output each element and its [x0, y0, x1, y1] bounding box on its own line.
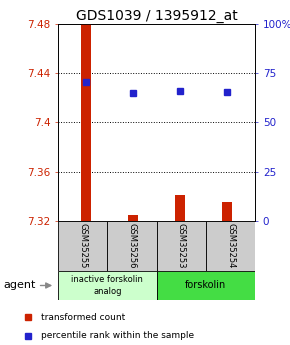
Text: GSM35255: GSM35255 [78, 223, 87, 268]
Bar [222, 203, 232, 221]
Text: agent: agent [3, 280, 35, 290]
Bar [206, 221, 255, 271]
Bar [157, 271, 255, 300]
Title: GDS1039 / 1395912_at: GDS1039 / 1395912_at [76, 9, 238, 23]
Text: inactive forskolin
analog: inactive forskolin analog [71, 275, 143, 296]
Bar [128, 215, 138, 221]
Text: percentile rank within the sample: percentile rank within the sample [41, 331, 195, 340]
Bar [157, 221, 206, 271]
Bar [175, 195, 185, 221]
Text: GSM35254: GSM35254 [226, 223, 235, 268]
Bar [58, 271, 157, 300]
Bar [81, 24, 91, 221]
Bar [58, 221, 107, 271]
Text: GSM35256: GSM35256 [127, 223, 137, 268]
Text: GSM35253: GSM35253 [177, 223, 186, 268]
Bar [107, 221, 157, 271]
Text: forskolin: forskolin [185, 280, 226, 290]
Text: transformed count: transformed count [41, 313, 126, 322]
